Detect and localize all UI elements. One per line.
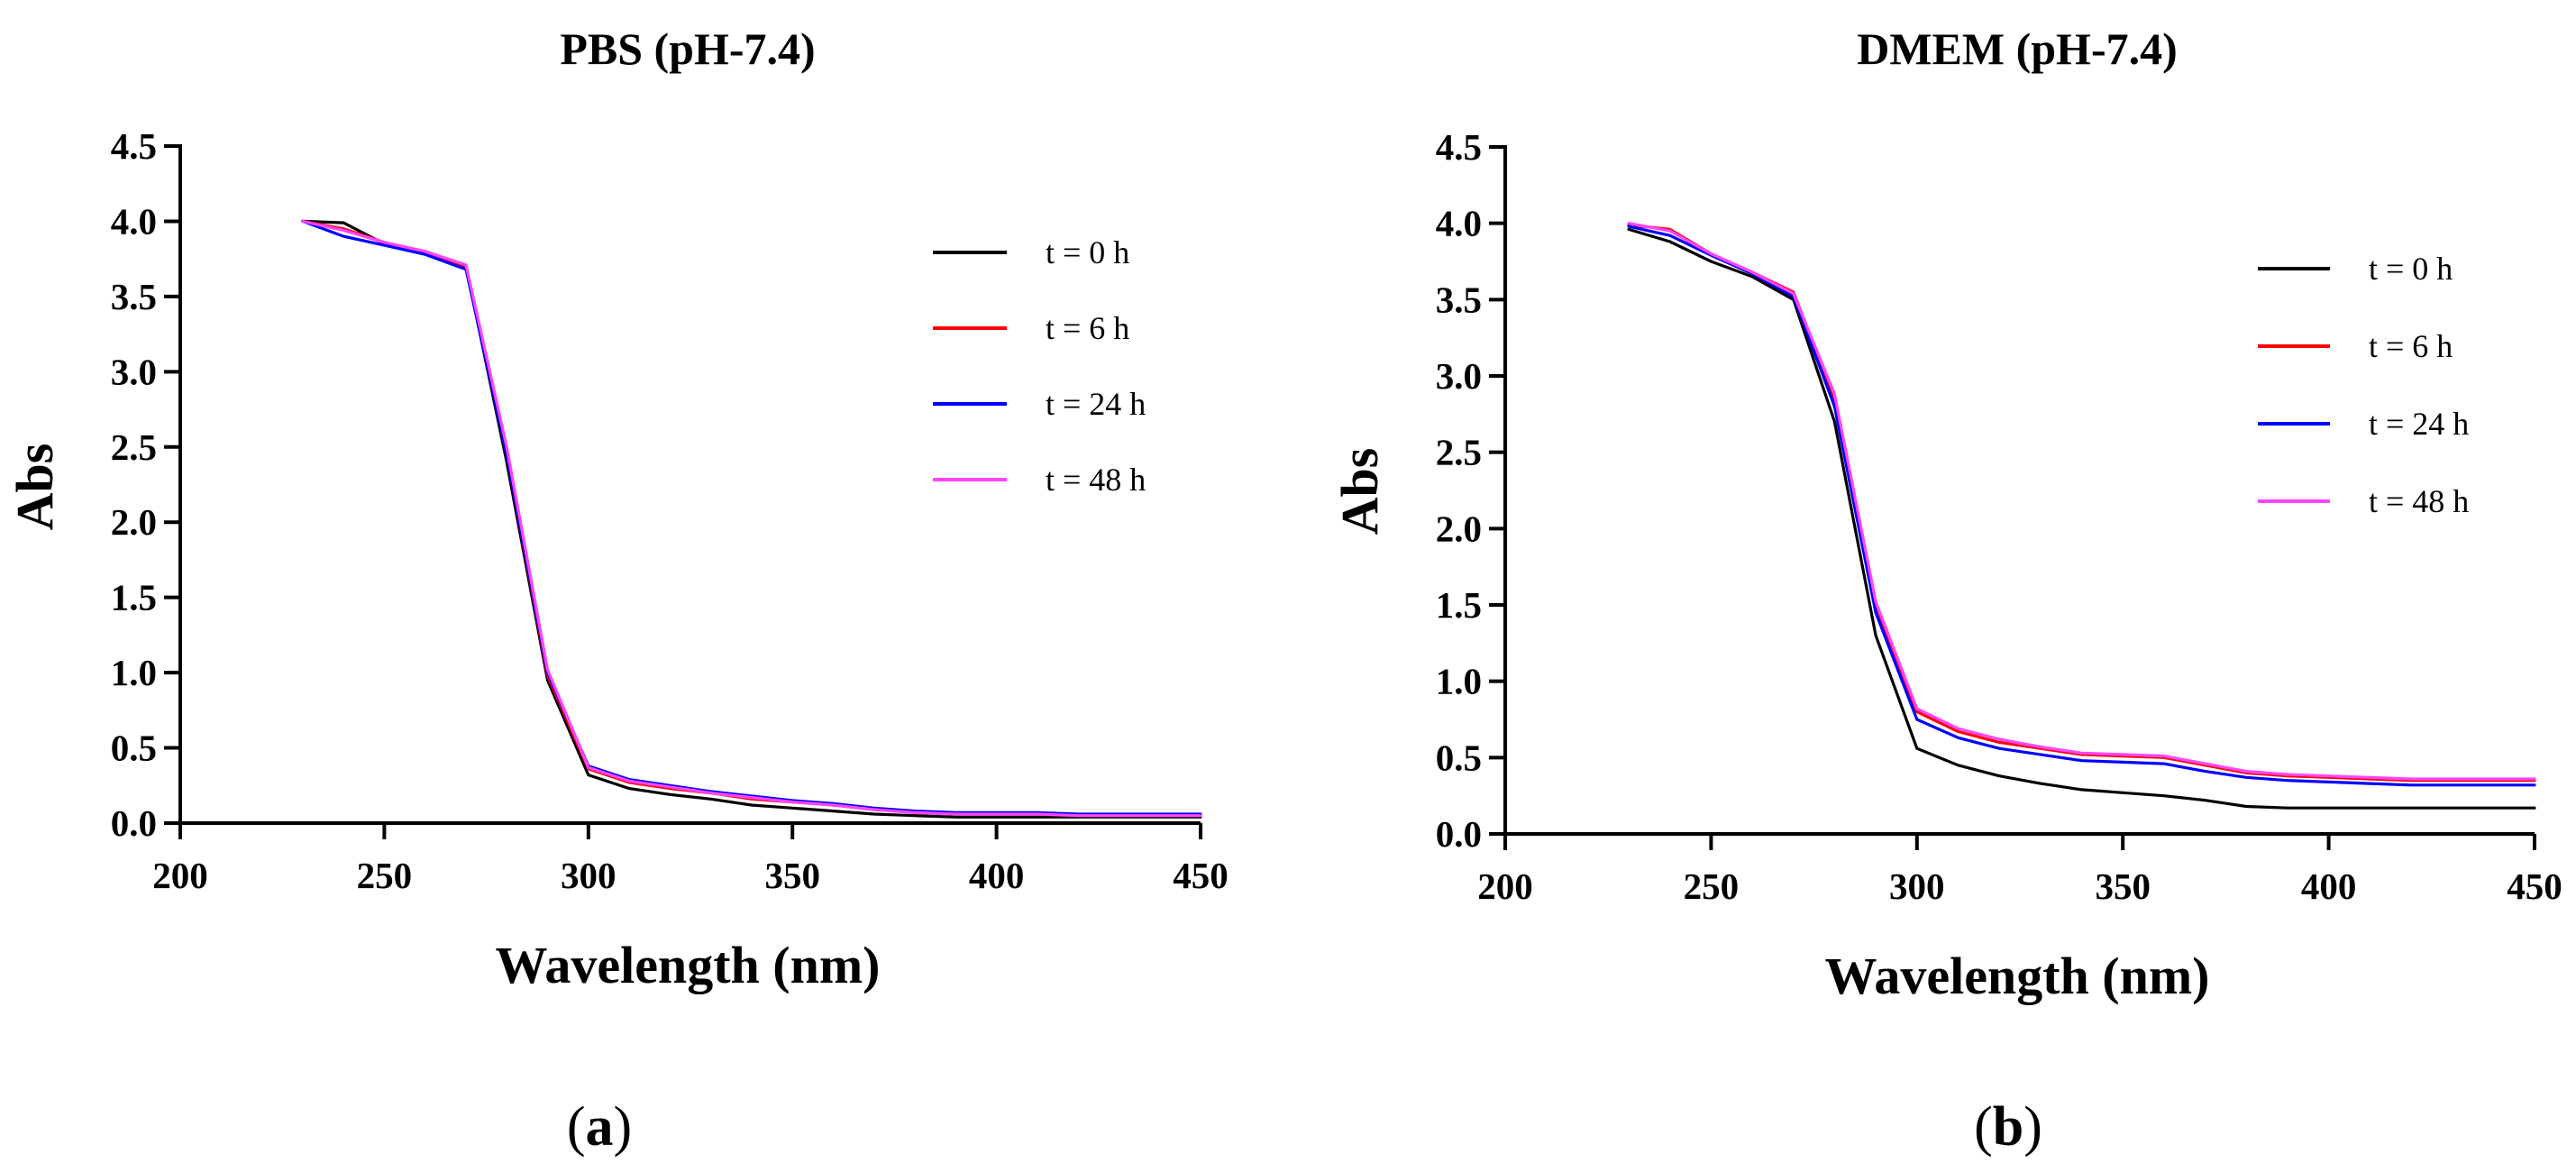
y-tick-label: 2.5 <box>1436 432 1482 473</box>
y-tick-label: 2.5 <box>111 426 157 468</box>
y-tick-label: 4.0 <box>111 200 157 242</box>
legend-label: t = 48 h <box>2369 483 2469 519</box>
y-tick-label: 0.5 <box>1436 737 1482 778</box>
x-tick-label: 250 <box>357 855 413 896</box>
x-tick-label: 250 <box>1684 865 1740 907</box>
legend-label: t = 24 h <box>2369 406 2469 442</box>
x-tick-label: 450 <box>2507 865 2562 907</box>
x-tick-label: 300 <box>1889 865 1945 907</box>
panel-label-letter: b <box>1993 1096 2023 1158</box>
y-tick-label: 0.0 <box>111 802 157 844</box>
y-tick-label: 3.5 <box>1436 279 1482 320</box>
legend-label: t = 6 h <box>2369 328 2453 364</box>
x-tick-label: 400 <box>2301 865 2357 907</box>
y-tick-label: 1.0 <box>111 652 157 693</box>
series-line-48h <box>1627 222 2536 781</box>
y-tick-label: 0.0 <box>1436 813 1482 855</box>
y-axis-label: Abs <box>5 444 64 531</box>
y-tick-label: 0.5 <box>111 728 157 769</box>
legend-label: t = 0 h <box>1046 234 1129 270</box>
x-axis-label: Wavelength (nm) <box>1825 947 2210 1005</box>
legend-label: t = 48 h <box>1046 462 1146 498</box>
x-tick-label: 350 <box>2095 865 2151 907</box>
y-tick-label: 4.0 <box>1436 203 1482 244</box>
chart-title: PBS (pH-7.4) <box>560 23 815 74</box>
y-tick-label: 2.0 <box>111 501 157 543</box>
y-tick-label: 4.5 <box>111 125 157 167</box>
x-tick-label: 350 <box>764 855 820 896</box>
chart-title: DMEM (pH-7.4) <box>1857 23 2178 74</box>
y-tick-label: 1.5 <box>111 577 157 618</box>
legend-label: t = 24 h <box>1046 386 1146 422</box>
x-tick-label: 200 <box>1477 865 1533 907</box>
legend-label: t = 6 h <box>1046 310 1129 346</box>
chart-panel-b: DMEM (pH-7.4) 0.0 0.5 1.0 1.5 2.0 2.5 3.0 3.5 4.0… <box>1330 23 2562 1158</box>
legend-label: t = 0 h <box>2369 251 2453 287</box>
y-tick-label: 4.5 <box>1436 126 1482 168</box>
y-tick-label: 2.0 <box>1436 508 1482 549</box>
y-axis-label: Abs <box>1330 448 1389 536</box>
y-tick-label: 3.0 <box>111 351 157 392</box>
x-tick-label: 200 <box>152 855 208 896</box>
series-line-48h <box>301 219 1202 818</box>
x-tick-label: 450 <box>1173 855 1229 896</box>
x-tick-label: 300 <box>561 855 617 896</box>
y-tick-label: 3.5 <box>111 276 157 317</box>
x-tick-label: 400 <box>969 855 1025 896</box>
y-tick-label: 3.0 <box>1436 355 1482 397</box>
series-line-0h <box>1627 227 2536 810</box>
panel-label: (a) <box>567 1096 632 1158</box>
y-tick-label: 1.5 <box>1436 584 1482 626</box>
panel-label: (b) <box>1974 1096 2042 1158</box>
x-axis-label: Wavelength (nm) <box>496 936 881 994</box>
y-tick-label: 1.0 <box>1436 661 1482 702</box>
series-line-24h <box>1627 224 2536 787</box>
panel-label-letter: a <box>586 1096 614 1158</box>
chart-panel-a: PBS (pH-7.4) 0.0 0.5 1.0 1.5 2.0 2.5 3.0 3.5 4.0 4… <box>5 23 1229 1158</box>
